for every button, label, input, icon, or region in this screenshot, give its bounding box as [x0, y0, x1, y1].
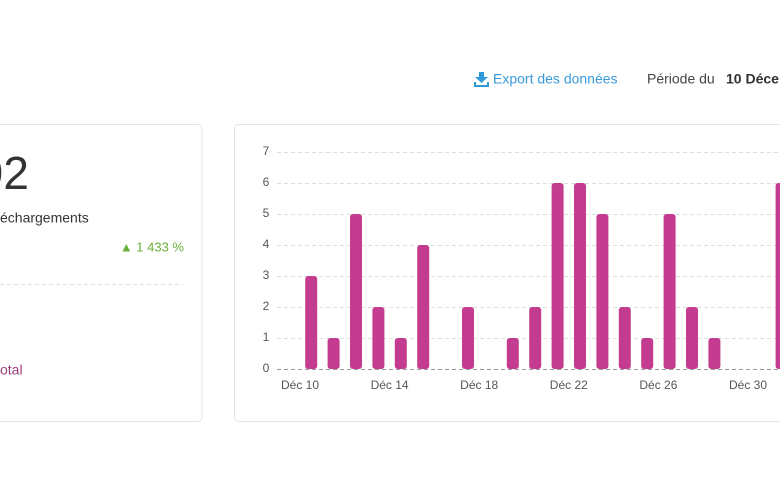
- x-tick-label: Déc 26: [639, 378, 677, 392]
- bar: [372, 307, 385, 369]
- period-label: Période du: [647, 71, 715, 87]
- chart-card: [234, 124, 780, 422]
- icon-part: [474, 82, 489, 87]
- bar: [462, 307, 474, 369]
- bar: [327, 338, 340, 369]
- x-tick-label: Déc 14: [371, 378, 409, 392]
- bar: [574, 183, 586, 369]
- bar: [708, 338, 721, 369]
- bar: [686, 307, 698, 369]
- bar: [394, 338, 407, 369]
- bar: [529, 307, 542, 369]
- y-tick-label: 1: [263, 330, 270, 344]
- bar: [596, 214, 609, 369]
- y-tick-label: 2: [263, 299, 270, 313]
- total-link[interactable]: otal: [0, 362, 23, 378]
- bar: [506, 338, 519, 369]
- x-tick-label: Déc 18: [460, 378, 498, 392]
- bar: [350, 214, 362, 369]
- bar: [641, 338, 654, 369]
- total-value: 92: [0, 147, 29, 199]
- y-tick-label: 4: [263, 237, 270, 251]
- bar: [618, 307, 631, 369]
- y-tick-label: 0: [263, 361, 270, 375]
- x-tick-label: Déc 22: [550, 378, 588, 392]
- bar: [417, 245, 430, 369]
- y-tick-label: 5: [263, 206, 270, 220]
- export-icon[interactable]: [474, 72, 489, 87]
- total-label: échargements: [0, 210, 89, 226]
- bar: [551, 183, 564, 369]
- period-start: 10 Déce: [726, 71, 779, 87]
- change-value: ▲ 1 433 %: [120, 239, 185, 254]
- icon-part: [475, 77, 488, 83]
- bar: [663, 214, 676, 369]
- y-tick-label: 3: [263, 268, 270, 282]
- y-tick-label: 7: [263, 144, 270, 158]
- x-tick-label: Déc 10: [281, 378, 319, 392]
- x-tick-label: Déc 30: [729, 378, 767, 392]
- summary-card: [0, 124, 203, 422]
- icon-part: [479, 72, 484, 78]
- y-tick-label: 6: [263, 175, 270, 189]
- export-link[interactable]: Export des données: [493, 71, 618, 87]
- bar: [775, 183, 780, 369]
- bar: [305, 276, 318, 369]
